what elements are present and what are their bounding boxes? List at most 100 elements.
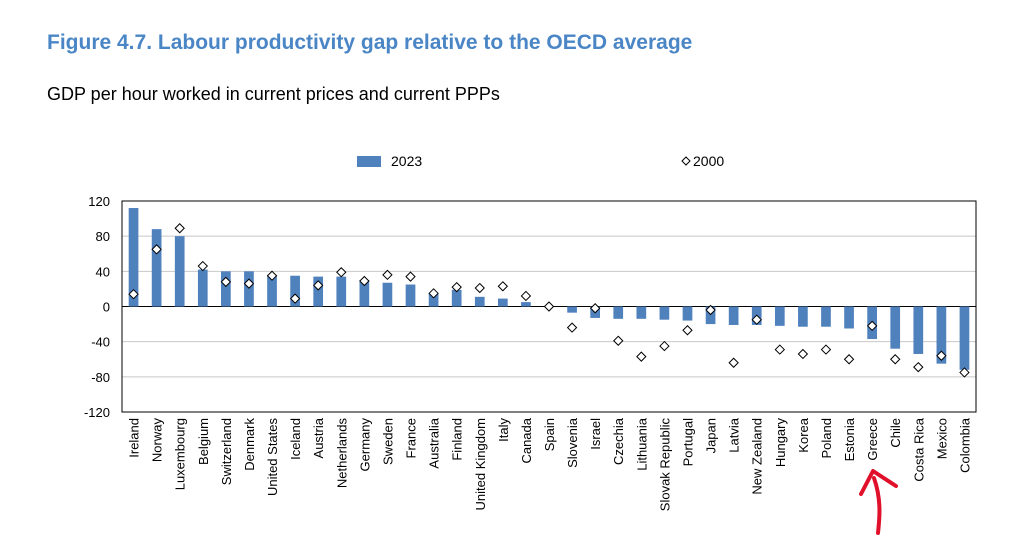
- x-tick-label: United Kingdom: [473, 418, 488, 511]
- bar-czechia: [613, 306, 624, 319]
- marker-austria: [312, 280, 324, 291]
- bar-iceland: [290, 275, 300, 307]
- y-tick-labels: 120 80 40 0 -40 -80 -120: [84, 194, 110, 420]
- x-tick-label: Denmark: [242, 418, 257, 471]
- x-tick-label: Canada: [519, 417, 534, 463]
- bar-mexico: [936, 306, 947, 364]
- marker-iceland: [289, 293, 301, 304]
- marker-norway: [151, 244, 162, 255]
- bar-finland: [451, 289, 462, 307]
- red-arrow-annotation: [859, 469, 898, 535]
- bar-germany: [359, 280, 370, 307]
- bar-canada: [521, 302, 531, 307]
- bar-japan: [705, 306, 716, 325]
- marker-luxembourg: [174, 223, 185, 234]
- bar-poland: [821, 306, 831, 327]
- bar-united-states: [267, 274, 277, 307]
- marker-slovenia: [566, 322, 578, 333]
- marker-greece: [866, 320, 878, 332]
- bar-hungary: [774, 306, 785, 326]
- bar-chile: [890, 306, 901, 349]
- marker-australia: [428, 288, 439, 299]
- bar-slovenia: [567, 306, 577, 313]
- x-tick-label: Australia: [427, 417, 442, 468]
- y-tick-label: 0: [103, 300, 110, 315]
- legend-label-2000: 2000: [693, 153, 724, 169]
- x-tick-label: Portugal: [680, 418, 695, 467]
- x-tick-label: Sweden: [380, 418, 395, 465]
- bar-france: [405, 284, 416, 307]
- x-tick-label: France: [404, 418, 419, 458]
- marker-lithuania: [636, 351, 647, 362]
- x-tick-labels: Ireland Norway Luxembourg Belgium Switzerlan…: [127, 417, 973, 511]
- bar-lithuania: [636, 306, 647, 319]
- x-tick-label: New Zealand: [750, 418, 765, 495]
- bar-costa-rica: [913, 306, 924, 354]
- bar-slovak-republic: [659, 306, 670, 320]
- marker-italy: [497, 281, 509, 292]
- figure-title: Figure 4.7. Labour productivity gap rela…: [47, 31, 693, 54]
- legend-label-2023: 2023: [391, 153, 422, 169]
- x-tick-label: Greece: [865, 418, 880, 461]
- x-tick-label: Luxembourg: [173, 418, 188, 490]
- legend-swatch-2023: [357, 156, 381, 167]
- arrow-head: [859, 469, 898, 496]
- marker-latvia: [728, 357, 739, 368]
- x-tick-label: Hungary: [773, 418, 788, 468]
- marker-denmark: [243, 278, 255, 289]
- figure-subtitle: GDP per hour worked in current prices an…: [47, 84, 500, 104]
- bar-sweden: [382, 282, 393, 307]
- marker-portugal: [682, 325, 693, 336]
- x-tick-label: Belgium: [196, 418, 211, 465]
- marker-japan: [705, 304, 716, 316]
- marker-colombia: [959, 367, 970, 378]
- marker-netherlands: [336, 267, 347, 278]
- y-tick-label: -120: [84, 405, 110, 420]
- marker-ireland: [128, 288, 139, 300]
- x-tick-label: Switzerland: [219, 418, 234, 485]
- marker-germany: [359, 275, 370, 287]
- y-tick-label: 80: [96, 229, 110, 244]
- marker-united-kingdom: [474, 282, 485, 294]
- x-tick-label: Chile: [888, 418, 903, 448]
- x-tick-label: Korea: [796, 417, 811, 452]
- marker-finland: [451, 281, 462, 293]
- x-tick-label: Czechia: [611, 417, 626, 465]
- marker-mexico: [936, 350, 947, 361]
- bar-italy: [497, 298, 508, 307]
- marker-israel: [589, 303, 601, 314]
- bar-korea: [798, 306, 808, 327]
- x-tick-label: Israel: [588, 418, 603, 450]
- arrow-shaft: [872, 476, 882, 535]
- x-tick-label: Iceland: [288, 418, 303, 460]
- x-tick-label: United States: [265, 418, 280, 497]
- x-tick-label: Finland: [450, 418, 465, 461]
- bar-luxembourg: [174, 236, 185, 307]
- marker-sweden: [382, 269, 393, 281]
- marker-costa-rica: [913, 361, 924, 373]
- bar-latvia: [728, 306, 739, 325]
- x-tick-label: Mexico: [934, 418, 949, 459]
- y-tick-label: 40: [96, 264, 110, 279]
- bar-colombia: [959, 306, 970, 370]
- markers-2000: [128, 223, 970, 378]
- x-tick-label: Colombia: [957, 417, 972, 473]
- x-tick-label: Lithuania: [634, 417, 649, 471]
- x-tick-label: Estonia: [842, 417, 857, 461]
- marker-canada: [520, 290, 532, 302]
- marker-korea: [797, 348, 809, 360]
- y-tick-label: -80: [91, 370, 110, 385]
- x-tick-label: Slovenia: [565, 417, 580, 468]
- bars-2023: [128, 208, 970, 370]
- bar-norway: [151, 229, 162, 307]
- bar-netherlands: [336, 276, 347, 307]
- marker-hungary: [774, 344, 786, 355]
- legend-swatch-2000: [681, 156, 691, 166]
- bar-switzerland: [221, 271, 231, 307]
- bar-denmark: [244, 271, 254, 307]
- x-tick-label: Spain: [542, 418, 557, 451]
- marker-czechia: [613, 335, 624, 346]
- x-tick-label: Netherlands: [334, 418, 349, 489]
- marker-slovak-republic: [659, 340, 670, 352]
